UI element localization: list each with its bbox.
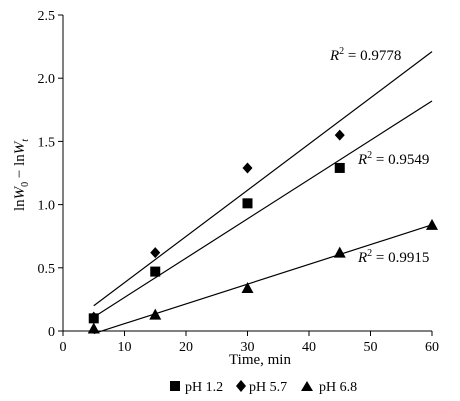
x-tick-label: 0 [60,340,67,355]
legend-diamond-marker [236,380,246,392]
plot-area: 0 10 20 30 40 50 60 0 0.5 1.0 1.5 2.0 2.5 [38,9,440,355]
data-point-ph12 [150,266,161,277]
x-tick-label: 50 [364,340,378,355]
trend-line-ph68 [93,224,433,335]
data-point-ph57 [150,247,161,259]
x-tick-label: 30 [241,340,255,355]
y-tick-label: 0.5 [38,262,56,277]
data-points [87,129,438,334]
data-point-ph12 [242,198,253,209]
y-axis-title: lnW0 − lnWt [12,139,31,211]
data-point-ph12 [334,162,345,173]
data-point-ph68 [149,308,162,320]
legend-square-marker [170,381,180,391]
x-axis-title: Time, min [229,352,291,368]
legend-label-ph57: pH 5.7 [249,380,287,395]
data-point-ph68 [333,246,346,258]
legend-item-ph12: pH 1.2 [170,380,223,395]
legend-label-ph12: pH 1.2 [185,380,223,395]
legend-triangle-marker [301,381,313,391]
x-tick-label: 20 [179,340,193,355]
y-tick-label: 0 [48,325,55,340]
data-point-ph68 [426,218,438,230]
y-tick-label: 1.5 [38,135,56,150]
r2-label-ph12: R2 = 0.9549 [357,150,429,168]
x-tick-label: 10 [118,340,132,355]
trend-line-ph57 [93,51,433,307]
trend-line-ph12 [93,100,433,318]
x-tick-label: 40 [302,340,316,355]
data-point-ph68 [241,282,254,294]
legend-item-ph68: pH 6.8 [301,380,357,395]
x-tick-label: 60 [425,340,439,355]
trend-lines [93,51,433,335]
data-point-ph68 [87,322,100,334]
y-tick-label: 2.5 [38,9,56,24]
y-tick-label: 2.0 [38,72,56,87]
data-point-ph57 [88,311,99,323]
legend: pH 1.2 pH 5.7 pH 6.8 [170,380,357,395]
legend-item-ph57: pH 5.7 [236,380,287,395]
data-point-ph57 [242,162,253,174]
legend-label-ph68: pH 6.8 [319,380,357,395]
r2-label-ph68: R2 = 0.9915 [357,248,429,266]
data-point-ph57 [334,129,345,141]
y-tick-label: 1.0 [38,199,56,214]
r2-label-ph57: R2 = 0.9778 [329,46,401,64]
axis-ticks: 0 10 20 30 40 50 60 0 0.5 1.0 1.5 2.0 2.5 [38,9,440,355]
